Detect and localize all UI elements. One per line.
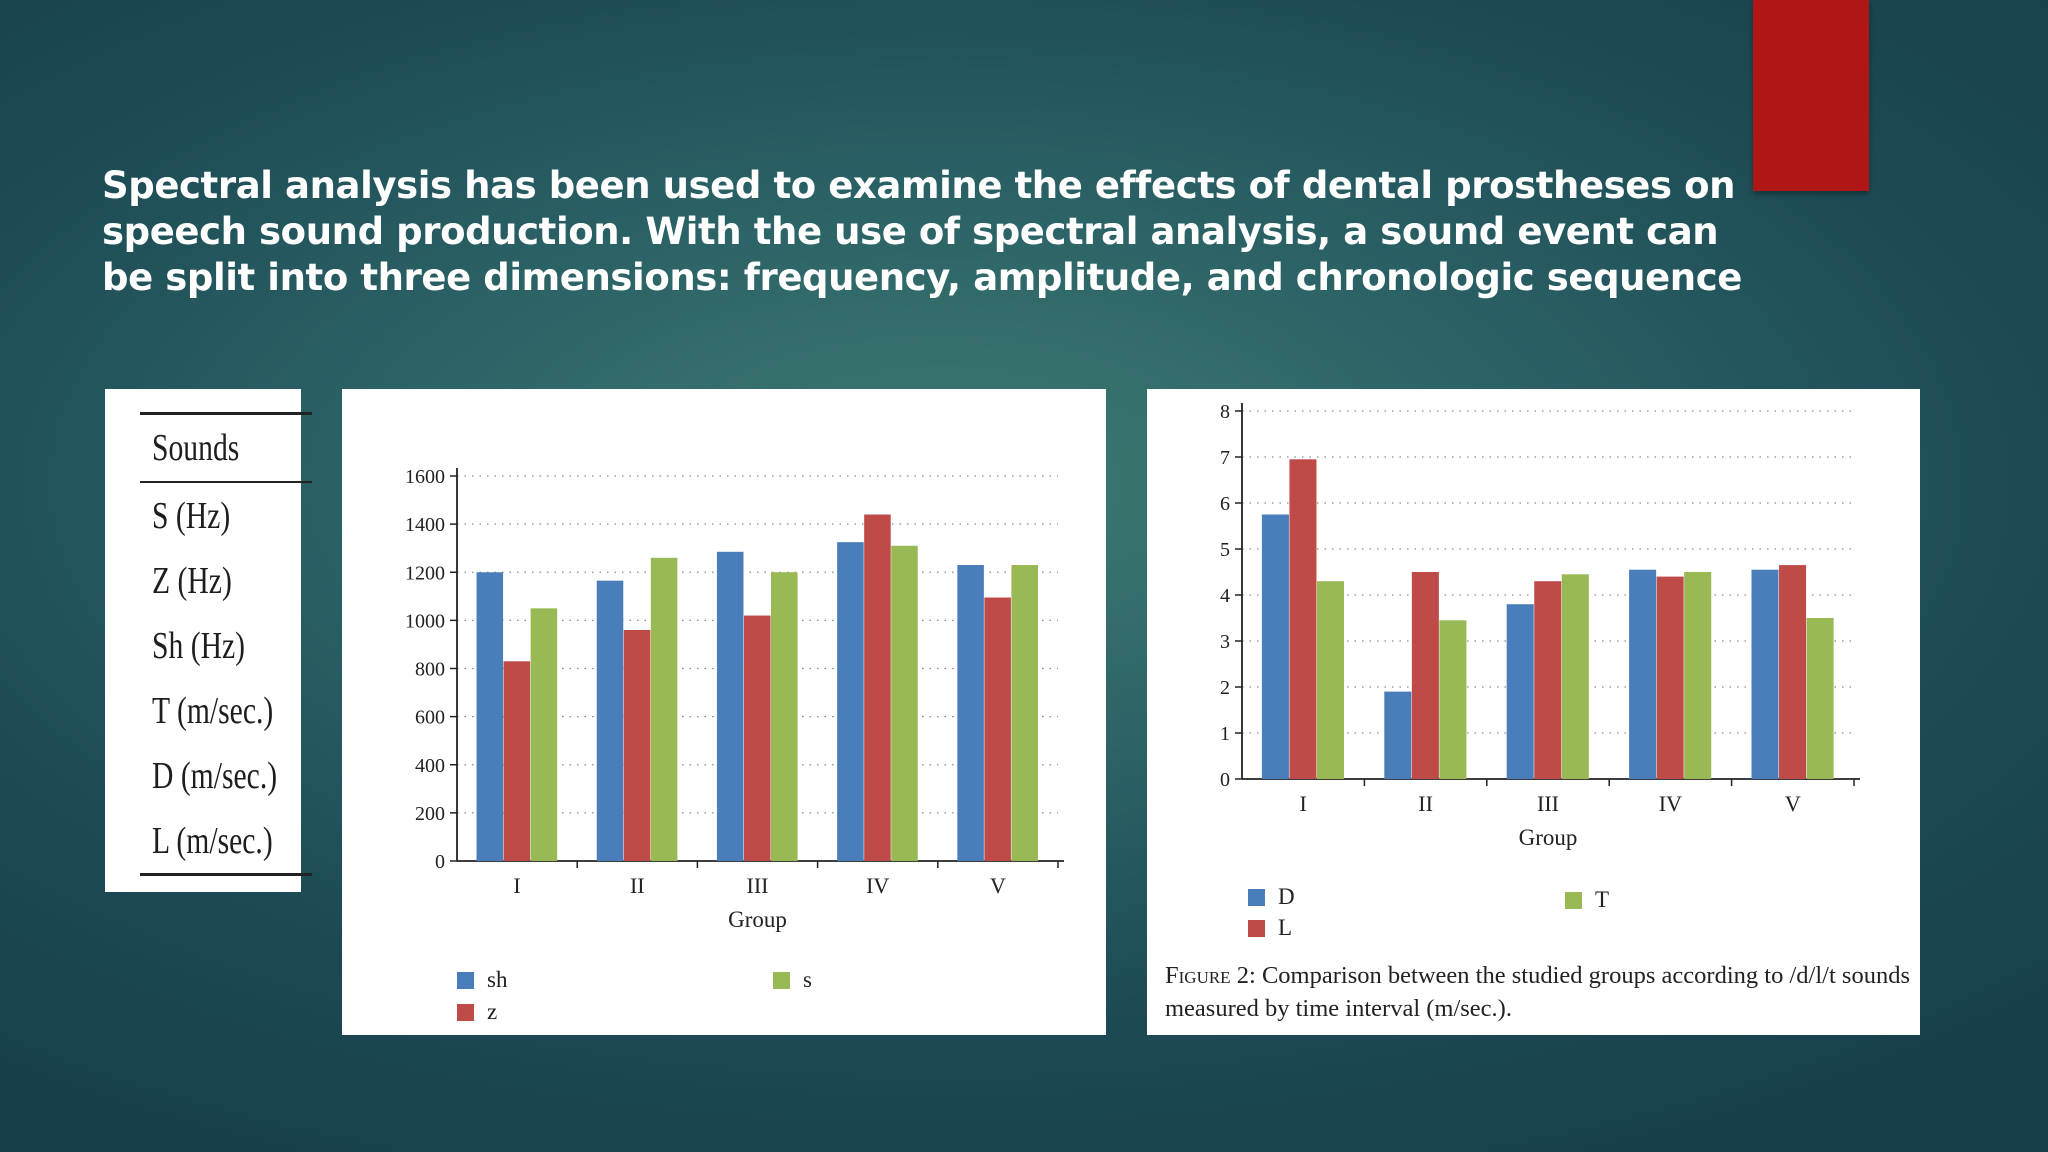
sounds-table-panel: Sounds S (Hz) Z (Hz) Sh (Hz) T (m/sec.) …	[105, 389, 313, 892]
y-tick-label: 1	[1220, 723, 1230, 745]
y-tick-label: 8	[1220, 401, 1230, 423]
y-tick-label: 1000	[405, 610, 445, 632]
figure-caption: Figure 2: Comparison between the studied…	[1165, 959, 1910, 1025]
figure-label: Figure 2:	[1165, 962, 1256, 989]
bar-T-IV	[1684, 572, 1712, 779]
x-axis-title: Group	[1519, 825, 1578, 850]
y-tick-label: 200	[415, 803, 445, 825]
bar-T-V	[1806, 618, 1834, 779]
table-row: S (Hz)	[152, 494, 231, 537]
bar-s-II	[650, 557, 678, 861]
bar-sh-IV	[837, 542, 864, 861]
table-row: L (m/sec.)	[140, 808, 313, 876]
legend-label-T: T	[1595, 887, 1609, 912]
bar-s-III	[771, 572, 798, 861]
bar-z-I	[503, 661, 531, 861]
legend-label-sh: sh	[487, 967, 508, 992]
x-tick-label: II	[1418, 791, 1433, 816]
bar-sh-V	[957, 565, 984, 861]
time-chart-panel: 0 1 2 3 4 5 6 7 8 I II III IV V Group D L T Figure 2: Com…	[1147, 389, 1920, 1035]
bar-D-IV	[1629, 569, 1657, 779]
bar-s-I	[530, 608, 558, 861]
legend-label-z: z	[487, 999, 497, 1024]
x-tick-label: IV	[1659, 791, 1682, 816]
legend-label-L: L	[1278, 915, 1292, 940]
bar-L-I	[1289, 459, 1317, 779]
y-tick-label: 800	[415, 659, 445, 681]
x-axis-title: Group	[728, 907, 787, 932]
bar-z-III	[743, 615, 771, 861]
y-tick-label: 0	[1220, 769, 1230, 791]
bar-T-III	[1561, 574, 1589, 779]
x-tick-label: V	[990, 873, 1006, 898]
bar-D-V	[1751, 569, 1779, 779]
legend-swatch-L	[1248, 920, 1265, 937]
x-tick-label: V	[1785, 791, 1801, 816]
bar-sh-I	[476, 572, 504, 861]
y-tick-label: 7	[1220, 447, 1230, 469]
figure-caption-text: Comparison between the studied groups ac…	[1165, 962, 1911, 1022]
y-tick-label: 0	[435, 851, 445, 873]
x-tick-label: I	[513, 873, 520, 898]
bar-z-II	[623, 630, 651, 861]
bar-L-II	[1411, 572, 1439, 779]
bar-z-IV	[864, 514, 891, 861]
red-accent-bar	[1753, 0, 1869, 191]
bar-s-V	[1011, 565, 1038, 861]
x-tick-label: III	[747, 873, 769, 898]
y-tick-label: 5	[1220, 539, 1230, 561]
bar-z-V	[984, 597, 1011, 861]
table-row: D (m/sec.)	[152, 754, 278, 797]
bar-D-III	[1506, 604, 1534, 779]
slide-heading: Spectral analysis has been used to exami…	[102, 164, 1742, 299]
bar-sh-III	[716, 551, 744, 861]
bar-sh-II	[596, 580, 624, 861]
bar-L-III	[1534, 581, 1562, 779]
table-row: Sh (Hz)	[152, 624, 246, 667]
y-tick-label: 4	[1220, 585, 1230, 607]
legend-swatch-D	[1248, 889, 1265, 906]
frequency-chart-panel: 0 200 400 600 800 1000 1200 1400 1600 I II III IV V Gr…	[342, 389, 1106, 1035]
sounds-table: Sounds S (Hz) Z (Hz) Sh (Hz) T (m/sec.) …	[140, 412, 313, 876]
bar-D-II	[1384, 691, 1412, 779]
y-tick-label: 6	[1220, 493, 1230, 515]
legend-swatch-sh	[457, 972, 474, 989]
y-tick-label: 3	[1220, 631, 1230, 653]
y-tick-label: 1600	[405, 466, 445, 488]
table-header: Sounds	[140, 412, 313, 483]
bar-D-I	[1261, 514, 1289, 779]
bar-s-IV	[891, 545, 918, 861]
bar-L-V	[1779, 565, 1807, 779]
legend-swatch-s	[773, 972, 790, 989]
legend-swatch-z	[457, 1004, 474, 1021]
x-tick-label: III	[1537, 791, 1559, 816]
y-tick-label: 2	[1220, 677, 1230, 699]
legend-label-s: s	[803, 967, 812, 992]
table-row: T (m/sec.)	[152, 689, 274, 732]
table-row: Z (Hz)	[152, 559, 232, 602]
x-tick-label: I	[1300, 791, 1307, 816]
legend-label-D: D	[1278, 884, 1295, 909]
bar-T-I	[1316, 581, 1345, 779]
y-tick-label: 1200	[405, 562, 445, 584]
y-tick-label: 600	[415, 707, 445, 729]
y-tick-label: 1400	[405, 514, 445, 536]
x-tick-label: II	[630, 873, 645, 898]
y-tick-label: 400	[415, 755, 445, 777]
legend-swatch-T	[1565, 892, 1582, 909]
bar-L-IV	[1656, 576, 1684, 779]
bar-T-II	[1439, 620, 1467, 779]
x-tick-label: IV	[866, 873, 889, 898]
